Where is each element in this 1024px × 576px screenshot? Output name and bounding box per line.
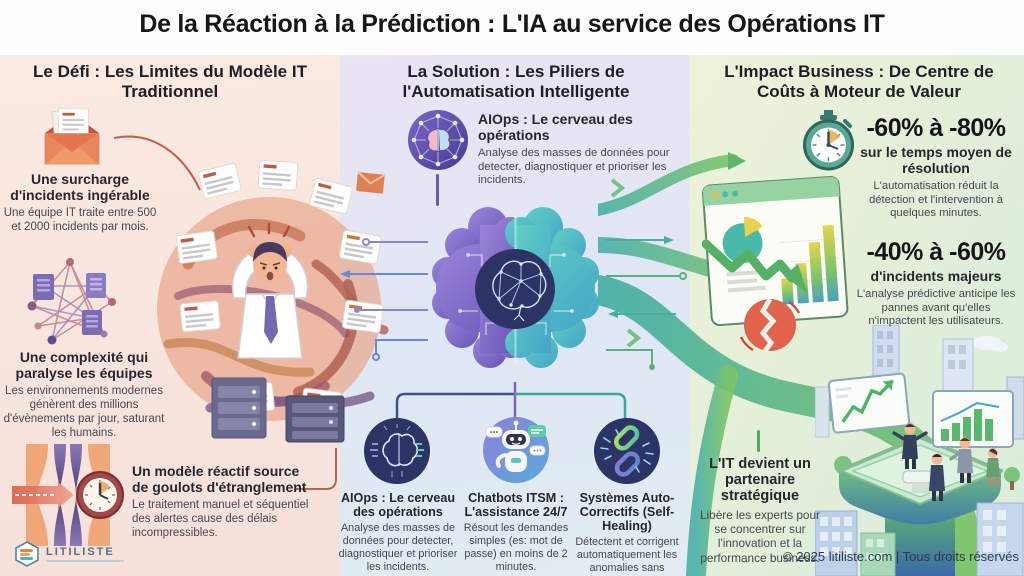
brand-tagline-line (46, 560, 124, 562)
lead-pillar-title: AIOps : Le cerveau des opérations (478, 111, 633, 143)
challenge-item-body: Les environnements modernes génèrent des… (3, 385, 165, 440)
brand-logo: LITILISTE (14, 541, 124, 567)
impact-partner-block: L'IT devient un partenaire stratégique L… (698, 456, 822, 565)
partner-title: L'IT devient un partenaire stratégique (709, 456, 811, 505)
challenge-item-body: Le traitement manuel et séquentiel des a… (132, 499, 309, 540)
pillar-body: Analyse des masses de données pour detec… (338, 522, 458, 574)
circuit-lines-right (606, 218, 692, 378)
pillar-title: Systèmes Auto-Correctifs (Self-Healing) (579, 491, 675, 534)
challenge-item-title: Une surcharge d'incidents ingérable (10, 171, 150, 203)
impact-stat-resolution: -60% à -80% sur le temps moyen de résolu… (858, 116, 1014, 221)
pillar-body: Résout les demandes simples (es: mot de … (463, 522, 569, 574)
stat-label: sur le temps moyen de résolution (860, 144, 1012, 177)
stat-value: -40% à -60% (866, 238, 1006, 266)
overwhelmed-engineer-illustration (148, 146, 395, 450)
self-healing-chain-icon (592, 416, 662, 486)
broken-incident-icon (737, 295, 803, 357)
challenge-item-complexity: Une complexité qui paralyse les équipes … (0, 349, 168, 440)
downward-trend-arrow-icon (702, 238, 810, 302)
challenge-item-title: Une complexité qui paralyse les équipes (15, 349, 153, 381)
circuit-lines-left (338, 226, 428, 366)
dashboard-illustration (695, 153, 855, 335)
connector-line (112, 128, 204, 198)
connector-line (296, 446, 342, 492)
mail-overload-icon (38, 104, 106, 170)
chatbot-robot-icon (480, 414, 552, 486)
solution-header: La Solution : Les Piliers de l'Automatis… (402, 62, 630, 102)
solution-pillar-aiops: AIOps : Le cerveau des opérations Analys… (338, 491, 458, 574)
solution-lead-pillar: AIOps : Le cerveau des opérations Analys… (478, 111, 673, 188)
lead-pillar-body: Analyse des masses de données pour detec… (478, 147, 670, 187)
stat-label: d'incidents majeurs (870, 268, 1002, 284)
pillar-body: Détectent et corrigent automatiquement l… (575, 536, 679, 576)
copyright-text: © 2025 litiliste.com | Tous droits réser… (783, 549, 1019, 564)
stat-value: -60% à -80% (866, 114, 1006, 142)
solution-pillar-chatbot: Chatbots ITSM : L'assistance 24/7 Résout… (460, 491, 572, 574)
brain-circuit-icon (362, 416, 432, 486)
litiliste-hexagon-icon (14, 541, 40, 567)
solution-pillar-selfhealing: Systèmes Auto-Correctifs (Self-Healing) … (568, 491, 686, 576)
partner-body: Libère les experts pour se concentrer su… (699, 507, 820, 565)
pillar-title: AIOps : Le cerveau des opérations (340, 491, 456, 520)
impact-stat-incidents: -40% à -60% d'incidents majeurs L'analys… (856, 240, 1016, 329)
stat-body: L'automatisation réduit la détection et … (868, 180, 1004, 220)
bottleneck-clock-icon (12, 444, 126, 546)
connector-line (436, 174, 439, 206)
tangled-network-icon (24, 256, 116, 348)
challenge-item-title: Un modèle réactif source de goulots d'ét… (132, 463, 307, 495)
challenge-header: Le Défi : Les Limites du Modèle IT Tradi… (33, 62, 307, 102)
ai-brain-illustration (428, 203, 603, 373)
brand-name: LITILISTE (46, 546, 115, 558)
business-platform-illustration (815, 325, 1024, 576)
impact-header: L'Impact Business : De Centre de Coûts à… (724, 62, 994, 102)
challenge-item-overload: Une surcharge d'incidents ingérable Une … (0, 171, 160, 234)
stat-body: L'analyse prédictive anticipe les pannes… (856, 288, 1016, 328)
connector-line (757, 430, 760, 452)
challenge-item-body: Une équipe IT traite entre 500 et 2000 i… (3, 207, 157, 234)
stopwatch-icon (800, 108, 858, 172)
pillar-title: Chatbots ITSM : L'assistance 24/7 (464, 491, 568, 520)
aiops-network-brain-icon (406, 108, 470, 172)
challenge-item-bottleneck: Un modèle réactif source de goulots d'ét… (132, 463, 310, 540)
page-title: De la Réaction à la Prédiction : L'IA au… (139, 10, 885, 38)
